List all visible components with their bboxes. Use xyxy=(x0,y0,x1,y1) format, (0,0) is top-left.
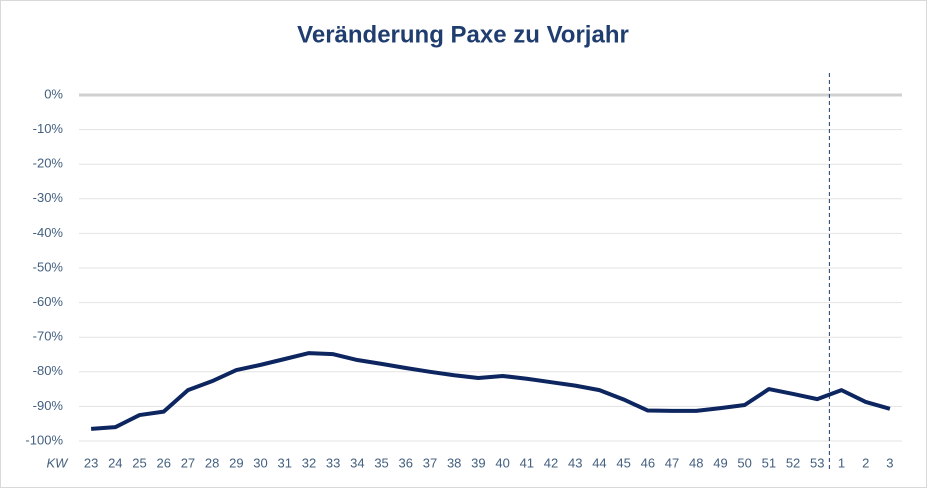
y-tick-label: -50% xyxy=(33,259,64,274)
x-tick-label: 48 xyxy=(689,455,703,470)
x-tick-label: 34 xyxy=(350,455,364,470)
y-tick-label: -30% xyxy=(33,190,64,205)
x-tick-label: 1 xyxy=(838,455,845,470)
y-tick-label: -100% xyxy=(25,432,63,447)
x-tick-label: 26 xyxy=(156,455,170,470)
x-tick-label: 28 xyxy=(205,455,219,470)
x-tick-label: 49 xyxy=(713,455,727,470)
x-tick-label: 3 xyxy=(886,455,893,470)
x-tick-label: 33 xyxy=(326,455,340,470)
y-tick-label: -40% xyxy=(33,225,64,240)
x-tick-label: 39 xyxy=(471,455,485,470)
x-axis-label: KW xyxy=(47,455,70,470)
x-tick-label: 51 xyxy=(762,455,776,470)
data-line xyxy=(90,351,891,431)
x-tick-label: 53 xyxy=(810,455,824,470)
y-tick-label: 0% xyxy=(44,86,63,101)
x-tick-label: 23 xyxy=(84,455,98,470)
x-tick-label: 37 xyxy=(423,455,437,470)
x-tick-label: 52 xyxy=(786,455,800,470)
x-tick-label: 46 xyxy=(641,455,655,470)
x-tick-label: 43 xyxy=(568,455,582,470)
x-tick-label: 32 xyxy=(302,455,316,470)
y-tick-label: -60% xyxy=(33,294,64,309)
chart-title: Veränderung Paxe zu Vorjahr xyxy=(297,21,629,48)
x-tick-label: 44 xyxy=(592,455,606,470)
x-tick-label: 29 xyxy=(229,455,243,470)
y-tick-label: -10% xyxy=(33,121,64,136)
x-tick-label: 30 xyxy=(253,455,267,470)
y-tick-label: -70% xyxy=(33,329,64,344)
x-tick-label: 25 xyxy=(132,455,146,470)
x-tick-label: 2 xyxy=(862,455,869,470)
x-tick-label: 38 xyxy=(447,455,461,470)
x-tick-label: 50 xyxy=(737,455,751,470)
x-tick-label: 31 xyxy=(278,455,292,470)
y-tick-label: -20% xyxy=(33,156,64,171)
x-tick-label: 35 xyxy=(374,455,388,470)
x-tick-label: 40 xyxy=(495,455,509,470)
x-tick-label: 36 xyxy=(399,455,413,470)
y-tick-label: -90% xyxy=(33,398,64,413)
x-tick-label: 41 xyxy=(520,455,534,470)
x-tick-label: 27 xyxy=(181,455,195,470)
x-tick-label: 45 xyxy=(616,455,630,470)
x-tick-label: 24 xyxy=(108,455,122,470)
x-tick-label: 47 xyxy=(665,455,679,470)
x-tick-label: 42 xyxy=(544,455,558,470)
y-tick-label: -80% xyxy=(33,363,64,378)
